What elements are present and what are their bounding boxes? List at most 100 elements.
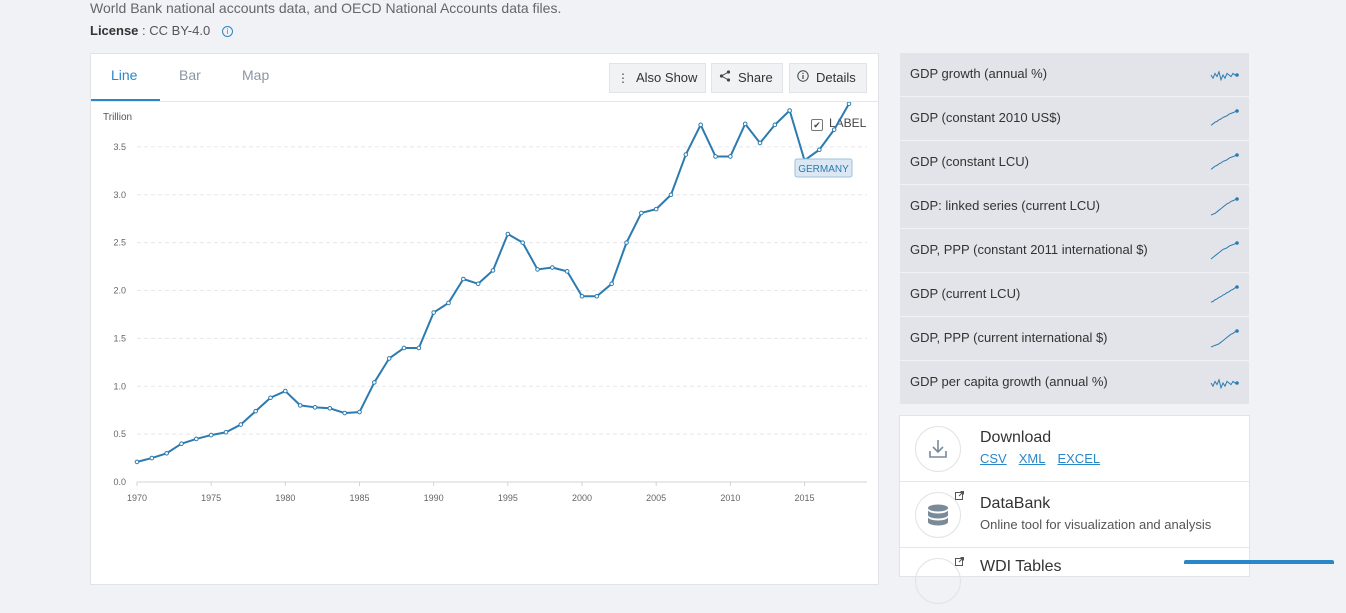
data-point <box>223 429 229 435</box>
license-line: License : CC BY-4.0 i <box>90 23 233 38</box>
active-tab-indicator <box>91 99 160 101</box>
y-tick-label: 0.5 <box>113 429 126 439</box>
data-point <box>164 450 169 456</box>
data-point <box>668 192 674 198</box>
sparkline-icon <box>1210 329 1239 348</box>
x-tick-label: 2005 <box>646 493 666 503</box>
related-indicator-label: GDP (current LCU) <box>910 286 1021 301</box>
data-point <box>134 459 140 465</box>
chart-tabs: Line Bar Map ⋮ Also Show Share Details <box>91 54 878 102</box>
data-point <box>149 455 155 461</box>
label-checkbox[interactable]: ✔ <box>811 119 823 131</box>
related-indicator-item[interactable]: GDP per capita growth (annual %) <box>900 361 1249 405</box>
data-point <box>728 154 733 159</box>
data-point <box>535 267 540 272</box>
y-tick-label: 0.0 <box>113 477 126 487</box>
related-indicator-item[interactable]: GDP (constant 2010 US$) <box>900 97 1249 141</box>
related-indicators-list: GDP growth (annual %) GDP (constant 2010 … <box>900 53 1249 405</box>
external-link-icon <box>955 557 964 566</box>
data-point <box>297 403 303 408</box>
data-point <box>446 300 451 306</box>
data-point <box>461 276 466 282</box>
tab-bar[interactable]: Bar <box>179 67 201 83</box>
data-point <box>372 380 377 385</box>
data-point <box>179 441 184 447</box>
database-icon <box>915 492 961 538</box>
related-indicator-label: GDP: linked series (current LCU) <box>910 198 1100 213</box>
data-point <box>342 410 347 416</box>
info-circle-icon <box>790 64 816 92</box>
data-point <box>846 102 852 107</box>
chart-panel: Line Bar Map ⋮ Also Show Share Details ✔ L… <box>90 53 879 585</box>
data-point <box>831 127 837 132</box>
also-show-label: Also Show <box>636 70 698 85</box>
x-tick-label: 1990 <box>424 493 444 503</box>
share-icon <box>712 64 738 92</box>
tab-map[interactable]: Map <box>242 67 270 83</box>
x-tick-label: 1995 <box>498 493 518 503</box>
license-value: : CC BY-4.0 <box>138 23 211 38</box>
data-point <box>431 310 436 315</box>
related-indicator-label: GDP growth (annual %) <box>910 66 1048 81</box>
sparkline-icon <box>1210 109 1239 126</box>
data-point <box>386 356 392 361</box>
related-indicator-item[interactable]: GDP, PPP (current international $) <box>900 317 1249 361</box>
related-indicator-item[interactable]: GDP (current LCU) <box>900 273 1249 317</box>
download-icon[interactable] <box>915 426 961 472</box>
data-point <box>817 147 822 153</box>
also-show-button[interactable]: ⋮ Also Show <box>609 63 706 93</box>
label-toggle[interactable]: ✔ LABEL <box>811 116 866 131</box>
line-chart: Trillion 0.0 0.5 1.0 1.5 2.0 2.5 3.0 3.5 4.0 1970 1… <box>103 102 867 503</box>
data-point <box>401 345 407 351</box>
x-tick-label: 1985 <box>349 493 369 503</box>
share-label: Share <box>738 70 773 85</box>
label-toggle-text: LABEL <box>829 116 867 130</box>
related-indicator-item[interactable]: GDP: linked series (current LCU) <box>900 185 1249 229</box>
data-point <box>698 122 703 128</box>
data-point <box>594 293 600 299</box>
data-point <box>550 265 555 270</box>
databank-title[interactable]: DataBank <box>980 495 1051 512</box>
y-tick-label: 3.5 <box>113 142 126 152</box>
sparkline-icon <box>1210 70 1239 82</box>
info-icon[interactable]: i <box>221 26 233 37</box>
data-point <box>505 231 511 237</box>
series-label-box <box>794 158 853 178</box>
sparkline-icon <box>1210 197 1239 216</box>
sparkline-icon <box>1210 378 1239 390</box>
data-point <box>683 152 689 157</box>
data-point <box>253 408 258 414</box>
wdi-row[interactable]: WDI Tables <box>900 547 1249 613</box>
download-excel-link[interactable]: EXCEL <box>1057 451 1101 466</box>
share-button[interactable]: Share <box>711 63 783 93</box>
download-xml-link[interactable]: XML <box>1018 451 1046 466</box>
sparkline-icon <box>1210 241 1239 260</box>
tab-line[interactable]: Line <box>111 67 138 83</box>
data-point <box>742 121 748 127</box>
external-link-icon <box>955 491 964 500</box>
y-axis-unit-label: Trillion <box>103 112 132 123</box>
data-point <box>268 395 273 401</box>
databank-row[interactable]: DataBank Online tool for visualization a… <box>900 481 1249 547</box>
data-point <box>475 281 481 287</box>
data-point <box>564 269 570 274</box>
wdi-title[interactable]: WDI Tables <box>980 558 1062 575</box>
data-point <box>757 140 763 146</box>
data-point <box>327 405 333 411</box>
data-point <box>520 240 525 245</box>
related-indicator-label: GDP (constant 2010 US$) <box>910 110 1061 125</box>
download-csv-link[interactable]: CSV <box>980 451 1007 466</box>
y-tick-label: 1.5 <box>113 333 126 343</box>
feedback-tab[interactable] <box>1184 560 1334 564</box>
series-line <box>136 103 850 463</box>
details-button[interactable]: Details <box>789 63 867 93</box>
y-tick-label: 2.0 <box>113 286 126 296</box>
related-indicator-item[interactable]: GDP (constant LCU) <box>900 141 1249 185</box>
x-tick-label: 1980 <box>275 493 295 503</box>
related-indicator-item[interactable]: GDP growth (annual %) <box>900 53 1249 97</box>
x-tick-label: 1975 <box>201 493 221 503</box>
download-title: Download <box>980 429 1052 446</box>
related-indicator-item[interactable]: GDP, PPP (constant 2011 international $) <box>900 229 1249 273</box>
download-panel: Download CSV XML EXCEL DataBank Online too… <box>899 415 1250 604</box>
series-label: GERMANY <box>798 164 849 175</box>
